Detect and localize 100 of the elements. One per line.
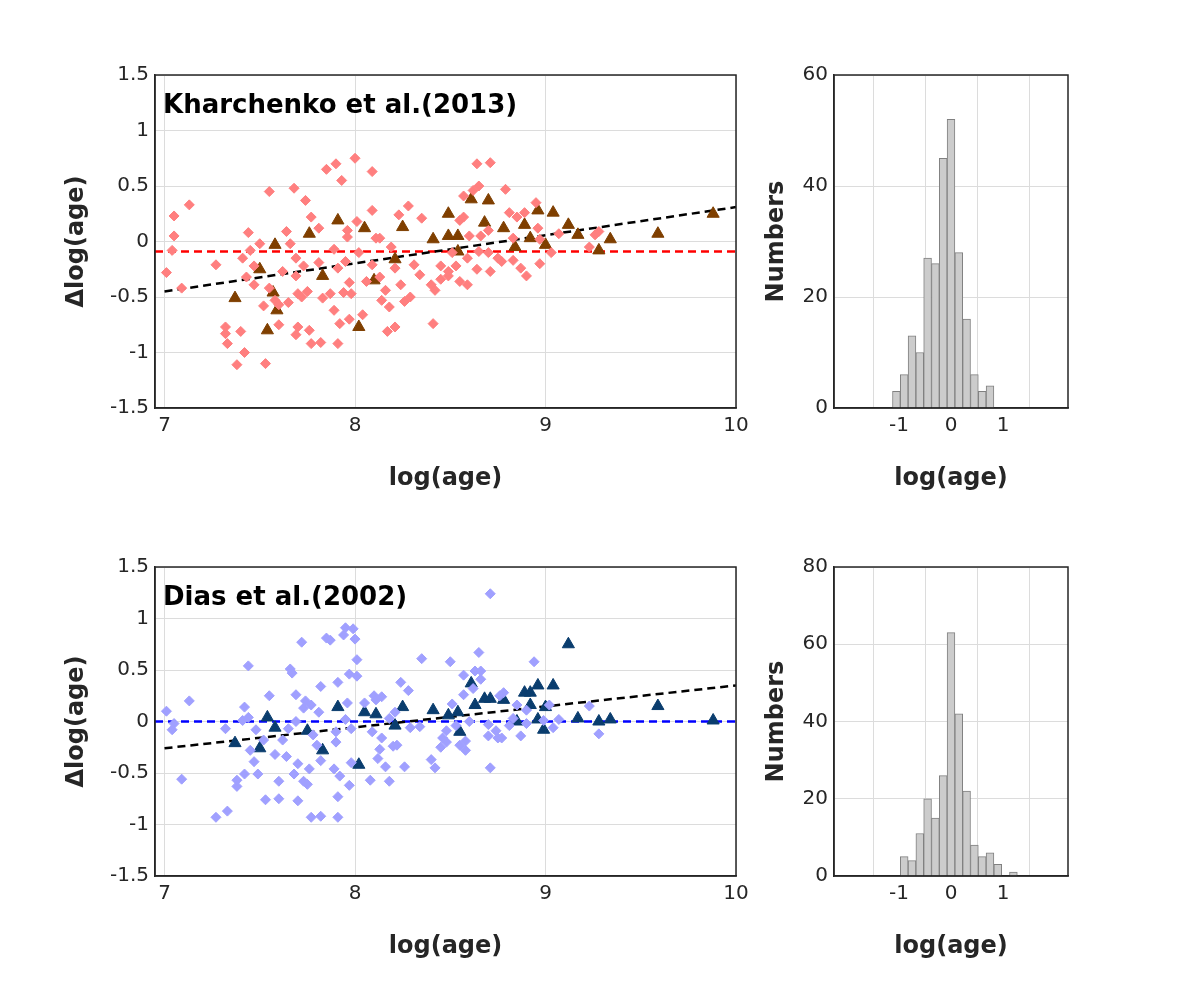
y-axis-title: Δlog(age) xyxy=(60,175,89,308)
point xyxy=(268,237,282,249)
point xyxy=(260,322,274,335)
point xyxy=(369,706,383,719)
point xyxy=(331,699,345,712)
y-tick-label: 0 xyxy=(136,227,149,252)
x-axis-title: log(age) xyxy=(894,462,1008,491)
x-tick-label: 0 xyxy=(944,880,958,905)
point xyxy=(523,685,537,697)
point xyxy=(706,712,720,725)
x-tick-label: -1 xyxy=(889,412,909,437)
y-tick-label: -0.5 xyxy=(109,283,149,308)
point xyxy=(388,251,402,264)
point xyxy=(537,722,551,734)
x-axis-title: log(age) xyxy=(388,462,503,491)
y-axis-title: Δlog(age) xyxy=(60,655,89,788)
point xyxy=(517,217,532,229)
point xyxy=(531,677,545,690)
point xyxy=(441,228,455,240)
x-tick-label: 7 xyxy=(158,412,171,437)
x-tick-label: 0 xyxy=(944,412,958,437)
y-tick-label: -1.5 xyxy=(109,394,149,419)
y-tick-label: 60 xyxy=(802,61,828,86)
point xyxy=(426,231,440,244)
point xyxy=(352,319,366,331)
point xyxy=(546,677,560,690)
point xyxy=(497,220,511,233)
x-tick-label: 7 xyxy=(158,880,171,905)
point xyxy=(316,268,330,280)
point xyxy=(477,215,492,227)
point xyxy=(451,228,465,240)
x-tick-label: 1 xyxy=(996,412,1010,437)
point xyxy=(228,290,242,303)
y-tick-label: -1 xyxy=(129,810,149,835)
point xyxy=(260,709,274,722)
x-axis-title: log(age) xyxy=(894,930,1008,959)
y-axis-title: Numbers xyxy=(760,180,789,303)
y-tick-label: -1 xyxy=(129,338,149,363)
point xyxy=(651,226,665,238)
point xyxy=(302,226,316,238)
y-tick-label: 40 xyxy=(802,707,828,732)
point xyxy=(561,217,575,229)
point xyxy=(571,710,585,723)
point xyxy=(538,237,553,249)
point xyxy=(468,697,482,710)
x-tick-label: 9 xyxy=(539,880,552,905)
point xyxy=(483,691,497,703)
point xyxy=(396,219,410,232)
y-tick-label: 1.5 xyxy=(117,553,149,578)
point xyxy=(316,742,330,755)
x-tick-label: 9 xyxy=(539,412,552,437)
y-tick-label: 1.5 xyxy=(117,61,149,86)
point xyxy=(357,220,372,233)
y-tick-label: 0 xyxy=(815,394,828,419)
point xyxy=(357,704,372,717)
y-tick-label: 20 xyxy=(802,283,828,308)
point xyxy=(331,212,345,225)
point xyxy=(451,704,465,717)
x-tick-label: -1 xyxy=(889,880,909,905)
x-tick-label: 8 xyxy=(348,880,362,905)
point xyxy=(228,735,242,748)
y-tick-label: 0 xyxy=(136,707,149,732)
y-tick-label: 0.5 xyxy=(117,656,149,681)
point xyxy=(481,192,495,205)
text: Dias et al.(2002) xyxy=(163,580,408,611)
point xyxy=(441,707,455,720)
point xyxy=(706,206,720,218)
point xyxy=(546,205,560,217)
y-axis-title: Numbers xyxy=(760,660,789,783)
y-tick-label: 0 xyxy=(815,862,828,887)
x-axis-title: log(age) xyxy=(388,930,503,959)
point xyxy=(651,698,665,711)
y-tick-label: 0.5 xyxy=(117,172,149,197)
point xyxy=(396,699,410,712)
point xyxy=(388,718,402,730)
x-tick-label: 10 xyxy=(723,880,749,905)
y-tick-label: -0.5 xyxy=(109,759,149,784)
y-tick-label: 1 xyxy=(136,604,149,629)
point xyxy=(561,636,575,649)
point xyxy=(253,740,267,753)
text: Kharchenko et al.(2013) xyxy=(163,88,518,119)
point xyxy=(268,720,282,732)
y-tick-label: 1 xyxy=(136,116,149,141)
x-tick-label: 8 xyxy=(348,412,362,437)
point xyxy=(592,242,606,255)
x-tick-label: 1 xyxy=(996,880,1010,905)
point xyxy=(592,714,606,726)
point xyxy=(508,239,522,252)
y-tick-label: 80 xyxy=(802,553,828,578)
x-tick-label: 10 xyxy=(723,412,749,437)
y-tick-label: 20 xyxy=(802,784,828,809)
y-tick-label: -1.5 xyxy=(109,862,149,887)
y-tick-label: 60 xyxy=(802,630,828,655)
point xyxy=(523,230,537,243)
point xyxy=(352,757,366,769)
point xyxy=(426,702,440,715)
point xyxy=(603,231,617,244)
point xyxy=(603,711,617,724)
point xyxy=(441,206,455,218)
point xyxy=(571,227,585,239)
